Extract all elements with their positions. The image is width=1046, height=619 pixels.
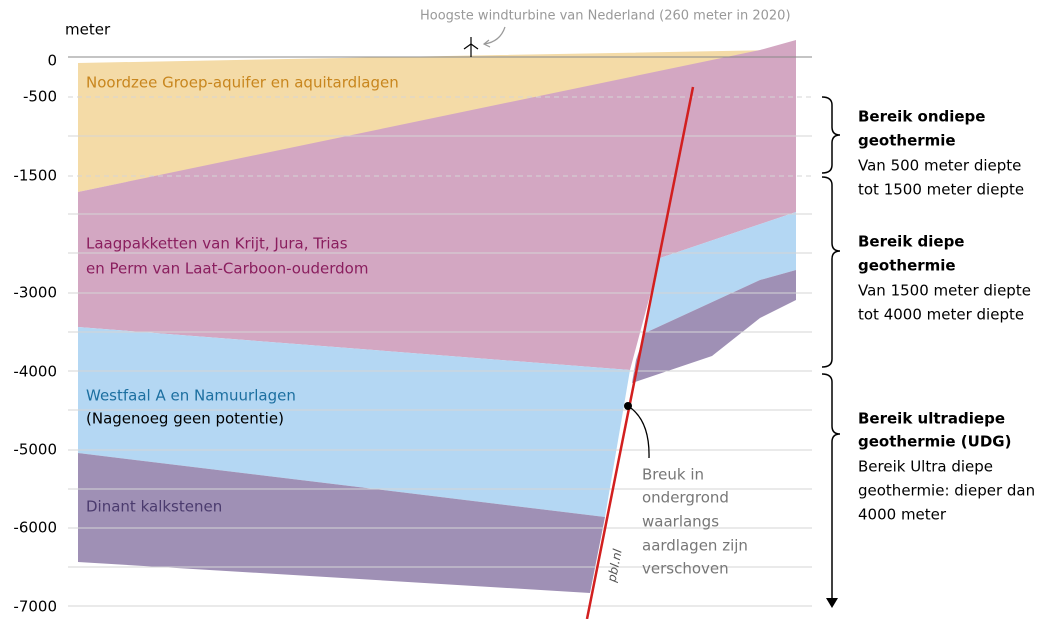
layer-label: (Nagenoeg geen potentie) xyxy=(86,410,284,428)
zone-title: Bereik ondiepe xyxy=(858,108,985,126)
fault-pointer xyxy=(627,405,650,459)
caption-arrow xyxy=(483,26,506,45)
tick-label: -7000 xyxy=(13,598,57,616)
layer-westfaal xyxy=(78,327,630,517)
fault-line xyxy=(585,86,695,619)
zone-title: geothermie xyxy=(858,132,956,150)
layer-label: Laagpakketten van Krijt, Jura, Trias xyxy=(86,235,348,253)
layer-dinant-right xyxy=(632,270,796,383)
zone-desc: Bereik Ultra diepe xyxy=(858,458,993,476)
zone-title: geothermie (UDG) xyxy=(858,433,1011,451)
axis-unit: meter xyxy=(65,21,111,39)
tick-label: -500 xyxy=(23,88,57,106)
turbine-caption: Hoogste windturbine van Nederland (260 m… xyxy=(420,9,791,24)
brace xyxy=(821,373,841,600)
zone-desc: Van 500 meter diepte xyxy=(858,157,1021,175)
fault-label: verschoven xyxy=(642,560,729,578)
layer-dinant xyxy=(78,453,605,593)
zone-desc: tot 4000 meter diepte xyxy=(858,306,1024,324)
tick-label: -6000 xyxy=(13,519,57,537)
zone-title: geothermie xyxy=(858,257,956,275)
layer-noordzee xyxy=(78,50,780,192)
brace xyxy=(821,176,841,368)
brace xyxy=(821,96,841,174)
layer-label: Westfaal A en Namuurlagen xyxy=(86,387,296,405)
zone-desc: geothermie: dieper dan xyxy=(858,482,1035,500)
layer-label: Noordzee Groep-aquifer en aquitardlagen xyxy=(86,74,399,92)
layer-krijt xyxy=(78,40,796,370)
layer-label: en Perm van Laat-Carboon-ouderdom xyxy=(86,260,368,278)
layer-label: Dinant kalkstenen xyxy=(86,498,222,516)
tick-label: -4000 xyxy=(13,363,57,381)
arrowhead xyxy=(826,598,838,608)
fault-label: Breuk in xyxy=(642,466,704,484)
source: pbl.nl xyxy=(604,547,624,584)
layer-westfaal-right xyxy=(645,212,796,333)
zone-title: Bereik ultradiepe xyxy=(858,410,1005,428)
tick-label: -1500 xyxy=(13,167,57,185)
zone-desc: Van 1500 meter diepte xyxy=(858,282,1031,300)
zone-desc: tot 1500 meter diepte xyxy=(858,181,1024,199)
zone-desc: 4000 meter xyxy=(858,506,947,524)
tick-label: 0 xyxy=(47,52,57,70)
zone-title: Bereik diepe xyxy=(858,233,964,251)
tick-label: -3000 xyxy=(13,284,57,302)
wind-turbine xyxy=(463,37,479,57)
fault-label: ondergrond xyxy=(642,489,729,507)
fault-label: waarlangs xyxy=(642,513,719,531)
fault-label: aardlagen zijn xyxy=(642,537,748,555)
tick-label: -5000 xyxy=(13,441,57,459)
caption-arrowhead xyxy=(482,39,491,48)
